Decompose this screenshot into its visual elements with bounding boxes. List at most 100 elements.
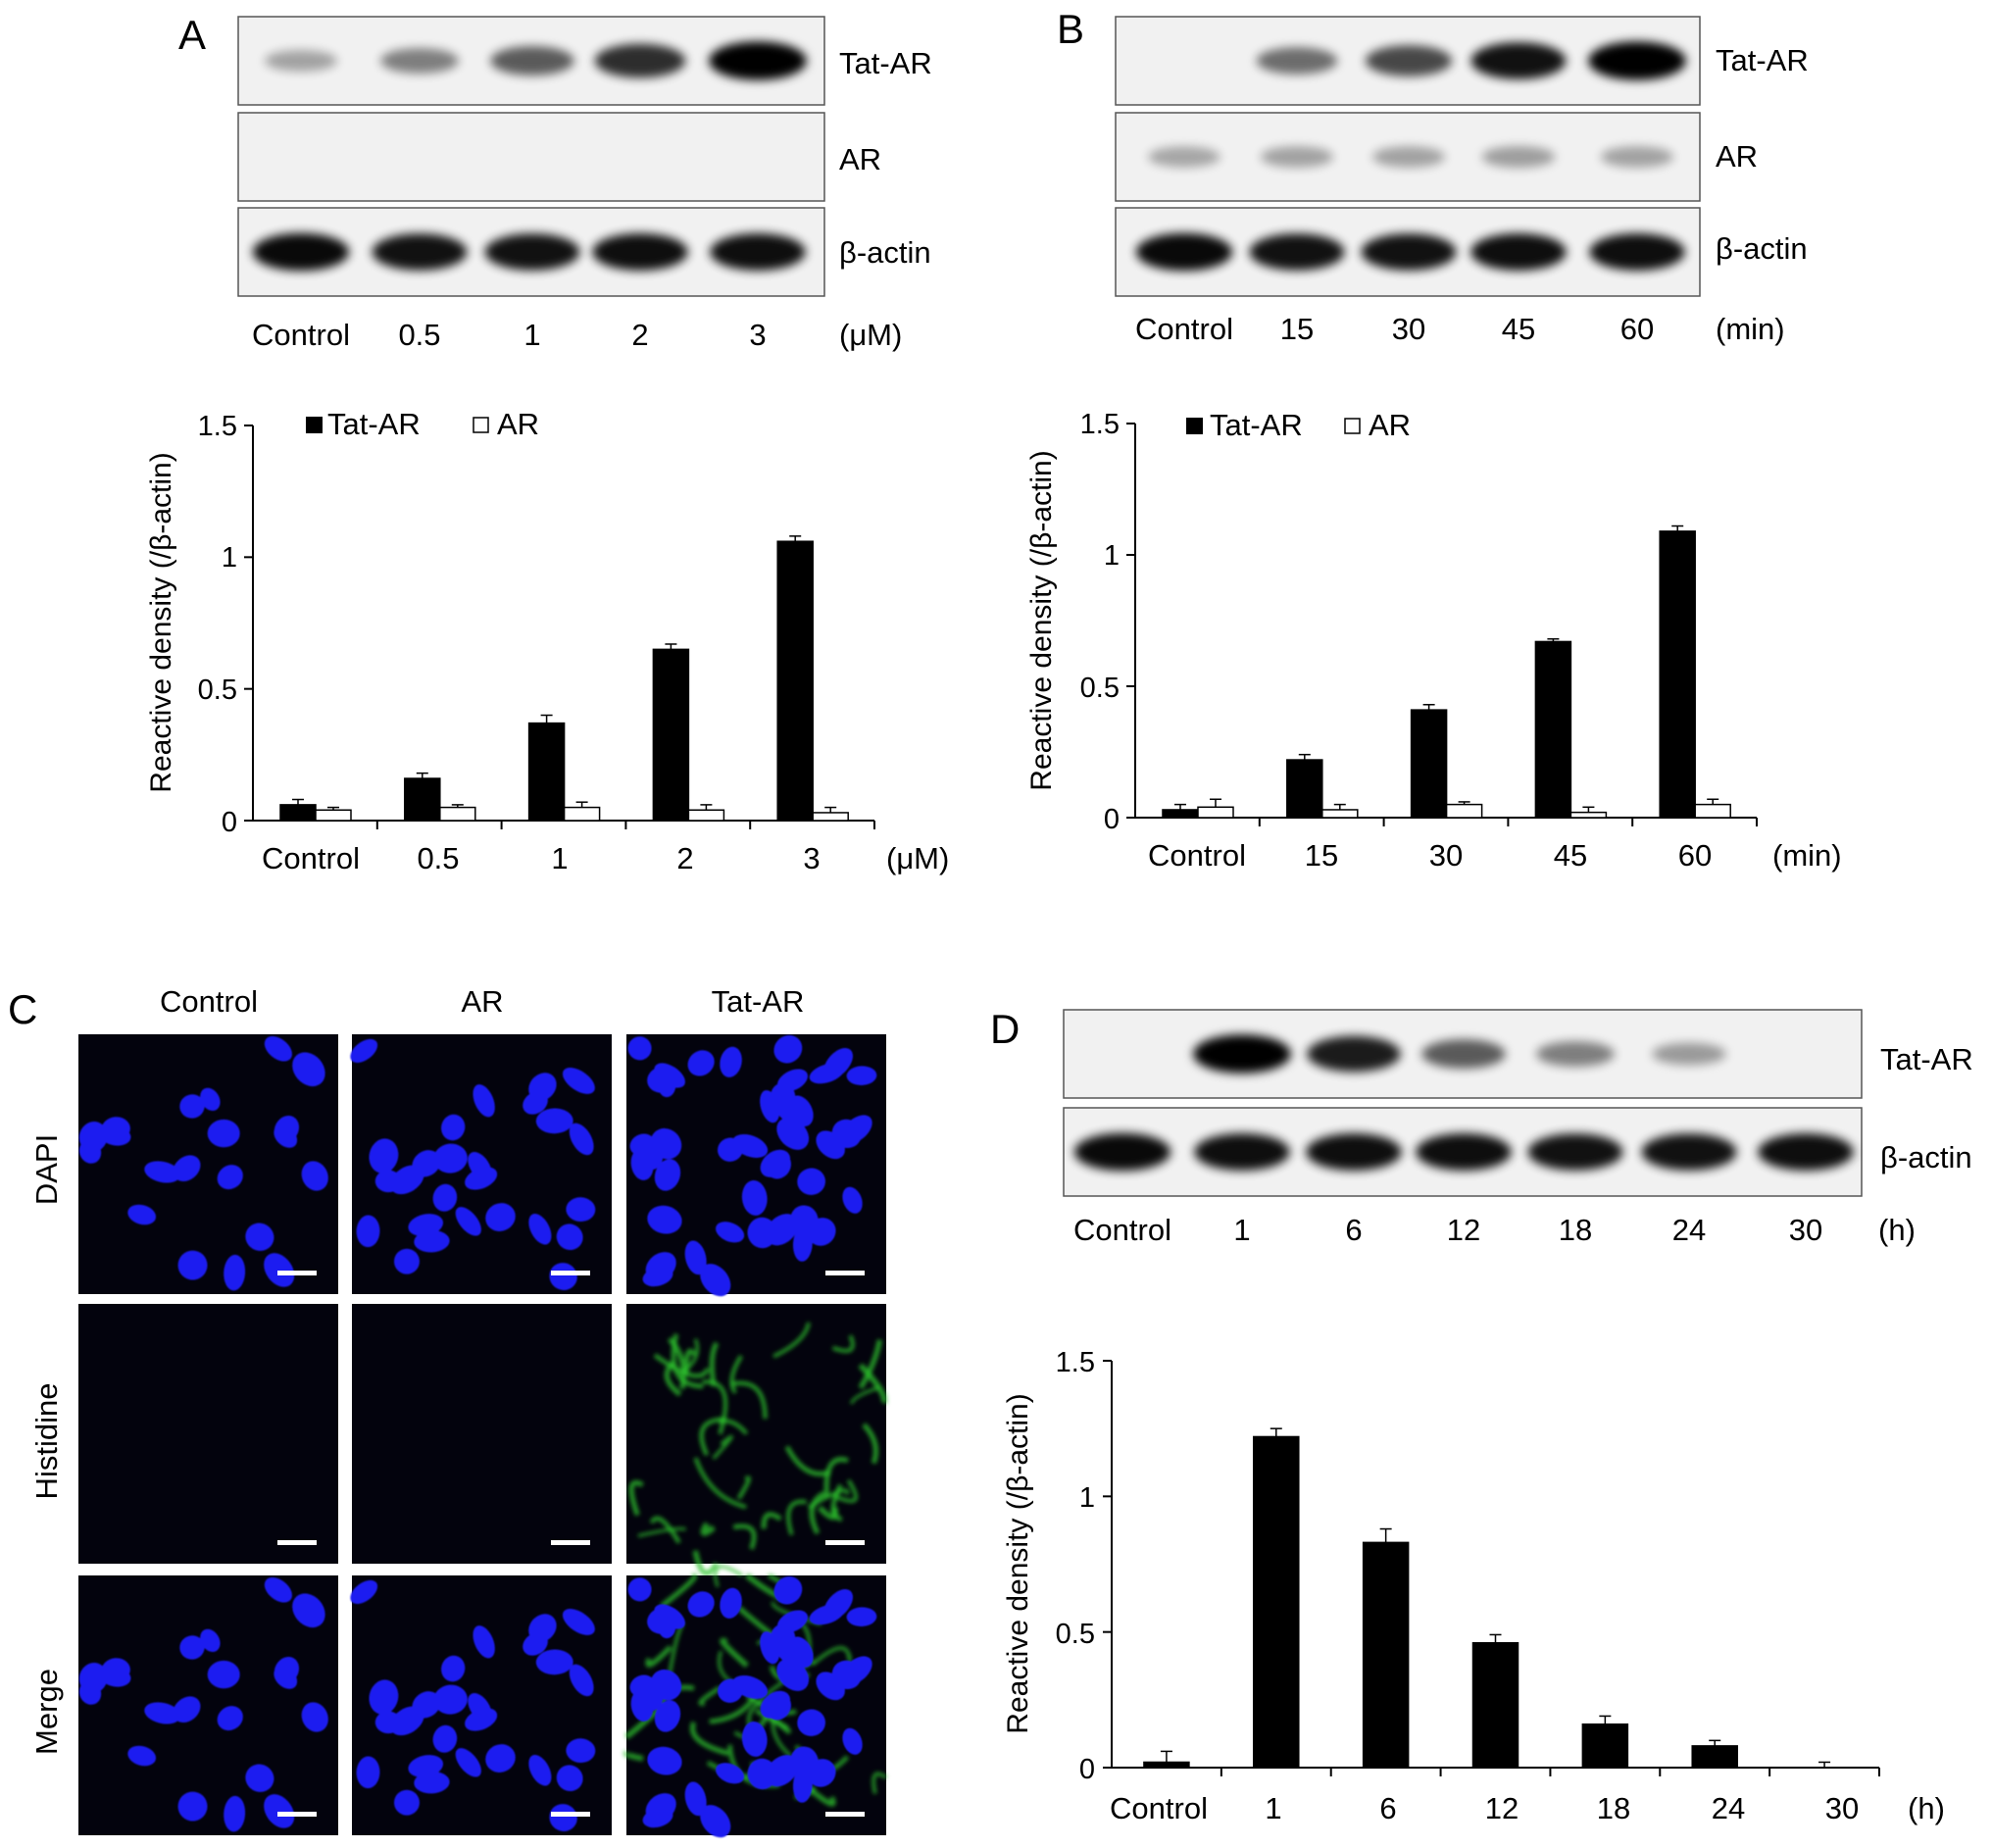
- panel-letter-a: A: [178, 12, 206, 58]
- histidine-stroke: [730, 1380, 768, 1420]
- chart-b-y-ticks: [1126, 423, 1135, 819]
- histidine-stroke: [628, 1479, 644, 1517]
- bar-tat-ar: [279, 804, 317, 822]
- nucleus: [642, 1266, 673, 1287]
- chart-b-x-tick-labels: Control 15 30 45 60: [1148, 838, 1712, 873]
- x-tick-label: 30: [1825, 1791, 1859, 1825]
- histidine-stroke: [761, 1512, 782, 1529]
- dapi-nuclei: [350, 1579, 596, 1831]
- nucleus: [716, 1222, 745, 1243]
- column-title: Tat-AR: [712, 984, 805, 1019]
- histidine-stroke: [823, 1457, 849, 1498]
- bar-tat-ar: [1581, 1723, 1629, 1769]
- nucleus: [776, 1610, 808, 1633]
- bar-ar: [315, 809, 352, 822]
- y-tick-label: 1: [1079, 1482, 1095, 1514]
- nucleus: [207, 1660, 240, 1689]
- bar-ar: [1569, 811, 1608, 819]
- histidine-stroke: [772, 1322, 811, 1359]
- lane-unit: (min): [1716, 312, 1785, 346]
- y-tick-label: 0: [1104, 804, 1120, 835]
- chart-a-y-ticks: [244, 425, 253, 822]
- blot-band: [594, 43, 686, 78]
- nucleus: [816, 1130, 845, 1160]
- bar-tat-ar: [1253, 1435, 1300, 1769]
- blot-band: [1536, 1041, 1615, 1067]
- y-tick-label: 0: [1079, 1754, 1095, 1785]
- histidine-stroke: [858, 1363, 887, 1405]
- nucleus: [264, 1794, 295, 1828]
- blot-band: [1073, 1132, 1171, 1172]
- chart-b-x-unit: (min): [1772, 838, 1842, 873]
- bar-ar: [1197, 806, 1234, 819]
- bar-tat-ar: [1286, 759, 1323, 819]
- row-title: DAPI: [29, 1134, 64, 1205]
- chart-a-y-tick-labels: 0 0.5 1 1.5: [198, 411, 237, 838]
- nucleus: [535, 1108, 573, 1134]
- blot-frame: [237, 112, 825, 202]
- histidine-stroke: [786, 1499, 807, 1536]
- nucleus: [741, 1722, 768, 1757]
- blot-label: β-actin: [839, 235, 931, 270]
- blot-band: [1652, 1042, 1726, 1066]
- nucleus: [433, 1143, 468, 1174]
- y-tick-label: 1.5: [1080, 409, 1120, 440]
- nucleus: [433, 1684, 468, 1715]
- blot-band: [484, 233, 580, 271]
- x-tick-label: 12: [1485, 1791, 1519, 1825]
- scale-bar: [551, 1540, 590, 1545]
- histidine-stroke: [689, 1721, 729, 1756]
- blot-band: [709, 41, 807, 80]
- legend-label-ar: AR: [497, 407, 539, 441]
- nucleus: [718, 1137, 743, 1162]
- panel-a-lane-labels: Control 0.5 1 2 3 (μM): [252, 318, 902, 352]
- blot-band: [264, 50, 338, 72]
- histidine-stroke: [732, 1523, 757, 1550]
- scale-bar: [277, 1812, 317, 1817]
- nucleus: [654, 1159, 681, 1191]
- x-tick-label: 24: [1712, 1791, 1745, 1825]
- lane-label: Control: [1135, 312, 1233, 346]
- legend-swatch-ar: [473, 417, 489, 433]
- bar-ar: [1694, 803, 1731, 819]
- nucleus: [465, 1167, 498, 1190]
- legend-swatch-tat-ar: [306, 417, 323, 433]
- panel-c-column-titles: Control AR Tat-AR: [160, 984, 804, 1019]
- nucleus: [700, 1805, 731, 1838]
- x-tick-label: 18: [1597, 1791, 1630, 1825]
- nucleus: [647, 1746, 682, 1775]
- nucleus: [523, 1091, 548, 1115]
- legend-label-tat-ar: Tat-AR: [327, 407, 421, 441]
- histidine-stroke: [699, 1417, 726, 1457]
- row-title: Merge: [29, 1669, 64, 1755]
- micrograph-panel: [626, 1304, 886, 1564]
- histidine-stroke: [872, 1772, 888, 1794]
- y-tick-label: 1.5: [198, 411, 237, 442]
- micrograph-panel: [78, 1304, 338, 1564]
- nucleus: [301, 1702, 328, 1732]
- panel-letter-c: C: [8, 986, 37, 1032]
- legend-swatch-tat-ar: [1186, 418, 1203, 434]
- lane-label: 18: [1559, 1213, 1592, 1247]
- nucleus: [842, 1186, 863, 1214]
- bar-tat-ar: [652, 648, 690, 822]
- nucleus: [647, 1607, 678, 1634]
- blot-band: [372, 233, 468, 271]
- nucleus: [788, 1636, 814, 1668]
- x-tick-label: 15: [1305, 838, 1338, 873]
- y-tick-label: 0.5: [198, 674, 237, 706]
- x-tick-label: 30: [1429, 838, 1463, 873]
- y-tick-label: 1.5: [1056, 1347, 1095, 1378]
- nucleus: [301, 1161, 328, 1191]
- chart-a-y-axis-label: Reactive density (/β-actin): [145, 452, 177, 792]
- x-tick-label: Control: [1148, 838, 1246, 873]
- nucleus: [485, 1203, 516, 1231]
- blot-label: β-actin: [1880, 1140, 1972, 1174]
- nucleus: [350, 1579, 378, 1604]
- histidine-stroke: [664, 1360, 682, 1397]
- scale-bar: [825, 1812, 865, 1817]
- bar-tat-ar: [1691, 1745, 1738, 1769]
- nucleus: [523, 1632, 548, 1656]
- nucleus: [642, 1807, 673, 1828]
- blot-band: [1361, 233, 1457, 271]
